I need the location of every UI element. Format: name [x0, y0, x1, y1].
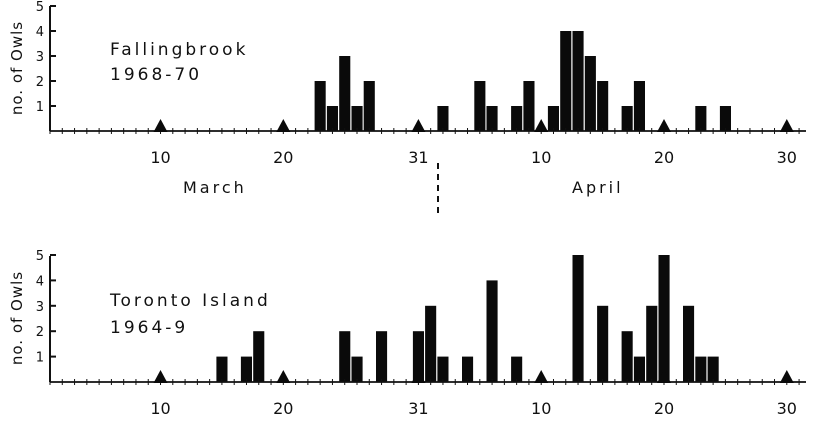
- x-major-tick-marker: [534, 370, 549, 383]
- bar: [314, 81, 326, 131]
- chart-title-line1: Fallingbrook: [110, 40, 248, 60]
- bar-group: [314, 31, 731, 131]
- bar: [658, 255, 670, 382]
- y-tick-label: 2: [36, 75, 44, 90]
- fallingbrook-panel: no. of Owls Fallingbrook 1968-70 1 2 3 4 5 10…: [8, 0, 806, 213]
- x-major-tick-marker: [657, 370, 671, 383]
- x-tick-label: 10: [150, 148, 170, 167]
- bar: [597, 81, 609, 131]
- y-axis-label: no. of Owls: [8, 271, 26, 365]
- bar: [412, 331, 424, 382]
- x-major-tick-marker: [276, 370, 291, 383]
- y-tick-label: 5: [36, 0, 44, 15]
- bar: [486, 106, 498, 131]
- bar: [474, 81, 486, 131]
- x-tick-label: 31: [408, 148, 428, 167]
- y-axis-label: no. of Owls: [8, 21, 26, 115]
- bar: [511, 106, 523, 131]
- chart-title-line1: Toronto Island: [109, 291, 271, 311]
- x-tick-label: 31: [408, 399, 428, 418]
- y-tick-label: 2: [36, 325, 44, 340]
- bar: [621, 331, 633, 382]
- axes: 1 2 3 4 5 10 20 31 10 20 30: [36, 0, 806, 167]
- bar: [351, 356, 363, 382]
- chart-title-line2: 1968-70: [110, 65, 202, 85]
- y-tick-label: 1: [36, 100, 44, 115]
- bar: [339, 331, 351, 382]
- x-tick-label: 20: [273, 148, 293, 167]
- bar: [621, 106, 633, 131]
- bar: [547, 106, 559, 131]
- x-tick-label: 20: [273, 399, 293, 418]
- bar: [695, 106, 707, 131]
- bar-group: [216, 255, 719, 382]
- bar: [326, 106, 338, 131]
- bar: [707, 356, 719, 382]
- bar: [486, 280, 498, 382]
- bar: [253, 331, 265, 382]
- x-tick-label: 20: [654, 399, 674, 418]
- x-tick-label: 30: [777, 148, 797, 167]
- axes: 1 2 3 4 5 10 20 31 10 20 30: [36, 249, 806, 418]
- y-tick-label: 5: [36, 249, 44, 264]
- bar: [462, 356, 474, 382]
- bar: [646, 305, 658, 382]
- bar: [719, 106, 731, 131]
- x-major-tick-marker: [534, 119, 549, 132]
- x-major-tick-marker: [411, 119, 426, 132]
- chart-title-line2: 1964-9: [110, 318, 188, 338]
- x-major-tick-marker: [153, 370, 168, 383]
- x-major-tick-marker: [276, 119, 291, 132]
- month-label-march: March: [183, 178, 247, 197]
- bar: [511, 356, 523, 382]
- bar: [572, 31, 584, 131]
- x-tick-label: 10: [531, 399, 551, 418]
- x-tick-label: 20: [654, 148, 674, 167]
- bar: [633, 356, 645, 382]
- x-major-tick-marker: [779, 119, 794, 132]
- bar: [376, 331, 388, 382]
- y-tick-label: 3: [36, 50, 44, 65]
- bar: [339, 56, 351, 131]
- y-tick-label: 4: [36, 25, 44, 40]
- bar: [683, 305, 695, 382]
- bar: [363, 81, 375, 131]
- x-major-tick-marker: [153, 119, 168, 132]
- bar: [633, 81, 645, 131]
- bar: [437, 356, 449, 382]
- bar: [351, 106, 363, 131]
- x-tick-label: 10: [531, 148, 551, 167]
- month-label-april: April: [572, 178, 624, 197]
- bar: [560, 31, 572, 131]
- y-tick-label: 1: [36, 351, 44, 366]
- bar: [572, 255, 584, 382]
- bar: [584, 56, 596, 131]
- bar: [425, 305, 437, 382]
- x-major-tick-marker: [657, 119, 671, 132]
- x-major-tick-marker: [779, 370, 794, 383]
- bar: [597, 305, 609, 382]
- x-major-tick-marker: [411, 370, 426, 383]
- y-tick-label: 4: [36, 274, 44, 289]
- bar: [695, 356, 707, 382]
- bar: [437, 106, 449, 131]
- bar: [240, 356, 252, 382]
- x-tick-label: 10: [150, 399, 170, 418]
- bar: [523, 81, 535, 131]
- y-tick-label: 3: [36, 300, 44, 315]
- toronto-island-panel: no. of Owls Toronto Island 1964-9 123451…: [8, 249, 806, 418]
- x-tick-label: 30: [777, 399, 797, 418]
- bar: [216, 356, 228, 382]
